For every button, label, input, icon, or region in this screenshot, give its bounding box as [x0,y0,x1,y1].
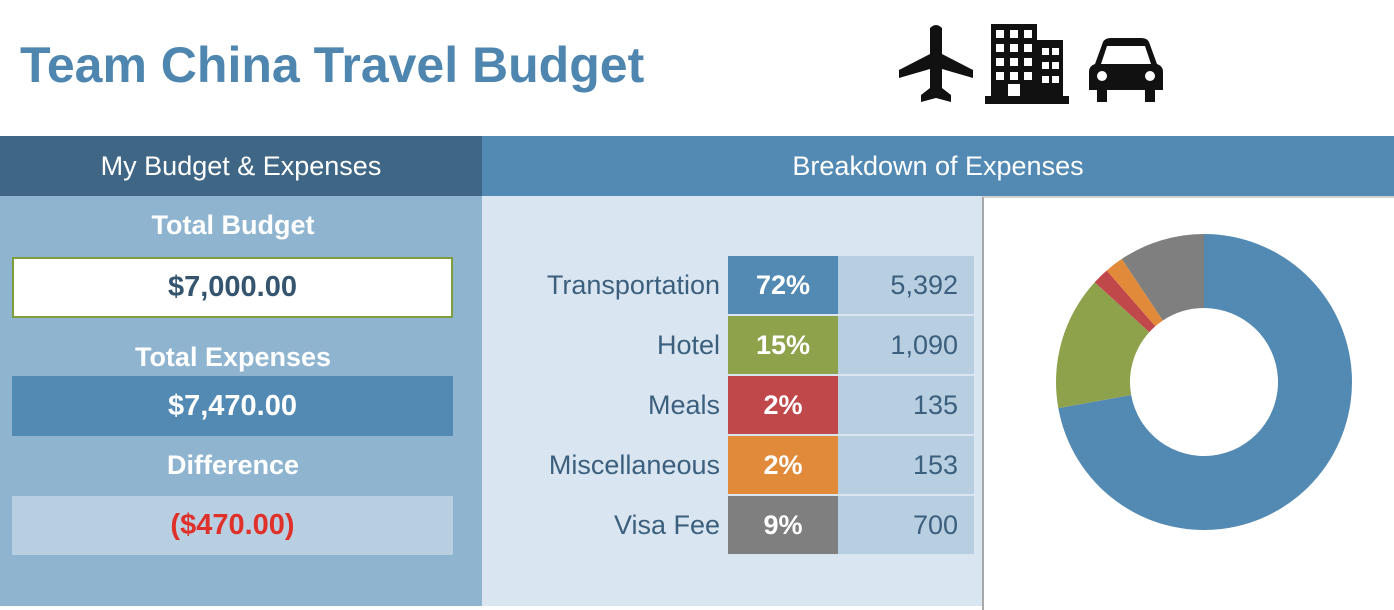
car-icon [1089,38,1163,102]
expense-row-hotel: Hotel 15% 1,090 [482,316,982,376]
expense-label: Visa Fee [613,509,720,540]
total-budget-input[interactable]: $7,000.00 [12,257,453,318]
donut-slice-hotel [1056,282,1150,409]
expense-label: Hotel [656,329,720,360]
total-budget-label: Total Budget [151,210,315,240]
total-expenses-value: $7,470.00 [12,376,453,436]
expense-amount[interactable]: 5,392 [838,256,974,314]
expense-percent: 72% [728,256,838,314]
expense-amount[interactable]: 153 [838,436,974,494]
expense-amount[interactable]: 1,090 [838,316,974,374]
budget-section-header: My Budget & Expenses [0,136,482,196]
breakdown-section-header: Breakdown of Expenses [482,136,1394,196]
expense-row-miscellaneous: Miscellaneous 2% 153 [482,436,982,496]
budget-panel: Total Budget $7,000.00 Total Expenses $7… [0,196,482,606]
airplane-icon [899,25,973,102]
total-expenses-label: Total Expenses [134,342,332,372]
expense-amount[interactable]: 700 [838,496,974,554]
donut-slice-meals [1094,270,1156,333]
difference-value: ($470.00) [12,496,453,555]
expense-breakdown-table: Transportation 72% 5,392 Hotel 15% 1,090… [482,196,982,606]
building-icon [985,24,1069,104]
donut-slice-visa-fee [1121,234,1204,321]
expense-percent: 2% [728,436,838,494]
donut-slice-transportation [1058,234,1352,530]
expense-row-meals: Meals 2% 135 [482,376,982,436]
expense-row-visa-fee: Visa Fee 9% 700 [482,496,982,556]
expense-percent: 15% [728,316,838,374]
expense-percent: 9% [728,496,838,554]
expense-label: Transportation [546,269,720,300]
expense-percent: 2% [728,376,838,434]
donut-slice-miscellaneous [1106,258,1163,327]
expense-row-transportation: Transportation 72% 5,392 [482,256,982,316]
expense-label: Meals [647,389,720,420]
expense-amount[interactable]: 135 [838,376,974,434]
expense-label: Miscellaneous [548,449,720,480]
expense-donut-chart [982,196,1394,610]
difference-label: Difference [166,450,300,480]
page-title: Team China Travel Budget [20,37,645,93]
donut-chart-svg [1056,234,1352,530]
